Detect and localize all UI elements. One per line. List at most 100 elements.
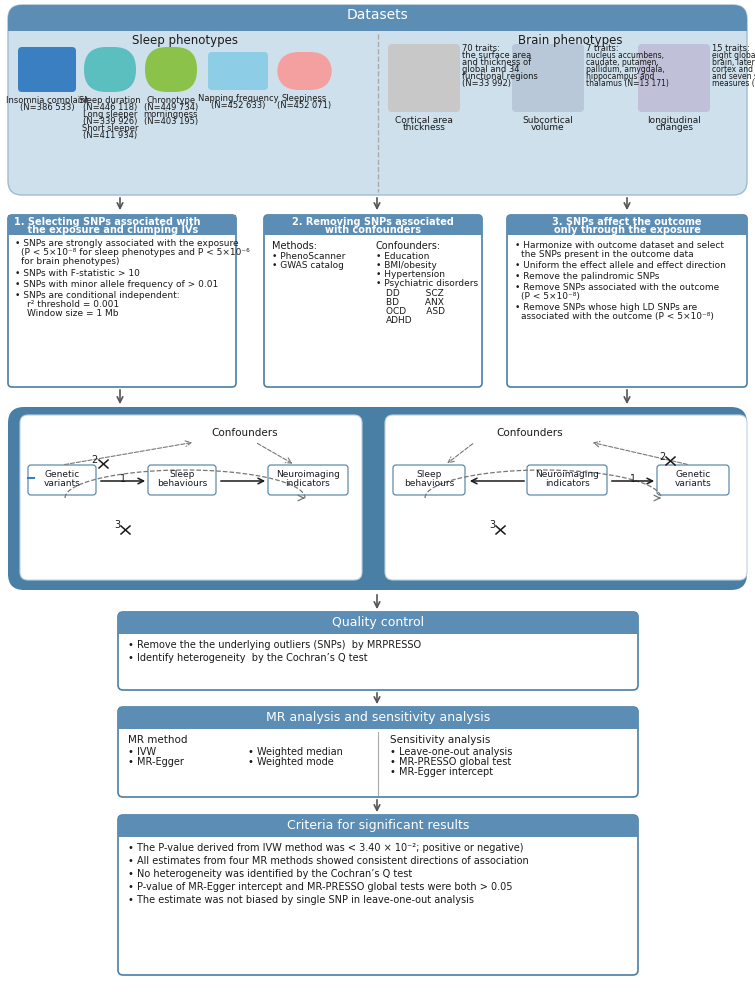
Text: • Remove SNPs whose high LD SNPs are: • Remove SNPs whose high LD SNPs are [515,303,698,312]
Bar [118,827,638,837]
Text: associated with the outcome (P < 5×10⁻⁸): associated with the outcome (P < 5×10⁻⁸) [521,312,714,321]
Text: (P < 5×10⁻⁸ for sleep phenotypes and P < 5×10⁻⁶: (P < 5×10⁻⁸ for sleep phenotypes and P <… [21,248,250,257]
Text: (N=452 633): (N=452 633) [211,101,265,110]
Text: • SNPs with F-statistic > 10: • SNPs with F-statistic > 10 [15,269,140,278]
FancyBboxPatch shape [28,465,96,495]
Text: (N=386 533): (N=386 533) [20,103,74,112]
Text: Long sleeper: Long sleeper [83,110,137,119]
Text: Datasets: Datasets [346,8,408,22]
FancyBboxPatch shape [118,815,638,975]
Text: Genetic: Genetic [45,470,79,479]
Text: cortex and cerebellum): cortex and cerebellum) [712,65,755,74]
Text: Cortical area: Cortical area [395,116,453,125]
Text: • The estimate was not biased by single SNP in leave-one-out analysis: • The estimate was not biased by single … [128,895,474,905]
Text: and seven subcortical: and seven subcortical [712,72,755,81]
FancyBboxPatch shape [8,5,747,31]
FancyBboxPatch shape [118,707,638,797]
FancyBboxPatch shape [145,47,197,92]
Text: • No heterogeneity was identified by the Cochran’s Q test: • No heterogeneity was identified by the… [128,869,412,879]
Text: (N=339 926): (N=339 926) [83,117,137,126]
Text: • Weighted mode: • Weighted mode [248,757,334,767]
Text: • PhenoScanner: • PhenoScanner [272,252,345,261]
Text: • GWAS catalog: • GWAS catalog [272,261,344,270]
FancyBboxPatch shape [512,44,584,112]
Text: 1: 1 [120,474,126,484]
FancyBboxPatch shape [208,52,268,90]
FancyBboxPatch shape [264,215,482,387]
Text: • MR-Egger intercept: • MR-Egger intercept [390,767,493,777]
Text: • Remove SNPs associated with the outcome: • Remove SNPs associated with the outcom… [515,283,720,292]
Text: Quality control: Quality control [332,616,424,629]
Text: 70 traits:: 70 traits: [462,44,500,53]
Text: with confounders: with confounders [325,225,421,235]
Text: changes: changes [655,123,693,132]
Text: • Remove the palindromic SNPs: • Remove the palindromic SNPs [515,272,659,281]
Bar [8,18,747,31]
Text: behaviours: behaviours [404,479,454,488]
Text: behaviours: behaviours [157,479,207,488]
Text: Napping frequency: Napping frequency [198,94,279,103]
Text: (N=446 118): (N=446 118) [83,103,137,112]
FancyBboxPatch shape [385,415,747,580]
Text: caudate, putamen,: caudate, putamen, [586,58,659,67]
Text: (N=449 734): (N=449 734) [144,103,198,112]
Text: Sleep phenotypes: Sleep phenotypes [132,34,238,47]
Text: 2: 2 [92,455,98,465]
FancyBboxPatch shape [8,5,747,195]
FancyBboxPatch shape [118,707,638,729]
FancyBboxPatch shape [118,612,638,634]
Text: Sleep: Sleep [169,470,195,479]
Text: • MR-Egger: • MR-Egger [128,757,184,767]
Text: 3: 3 [114,520,120,530]
FancyBboxPatch shape [277,52,332,90]
Text: 15 traits:: 15 traits: [712,44,750,53]
FancyBboxPatch shape [527,465,607,495]
Bar [8,215,236,235]
Text: r² threshold = 0.001: r² threshold = 0.001 [27,300,119,309]
Bar [118,719,638,729]
Text: brain, lateral ventricle,: brain, lateral ventricle, [712,58,755,67]
Text: Confounders: Confounders [497,428,563,438]
FancyBboxPatch shape [8,215,236,387]
Text: (N=452 071): (N=452 071) [277,101,331,110]
Text: Sleep duration: Sleep duration [79,96,141,105]
Text: • SNPs are strongly associated with the exposure: • SNPs are strongly associated with the … [15,239,239,248]
Text: Chronotype: Chronotype [146,96,196,105]
Text: for brain phenotypes): for brain phenotypes) [21,257,119,266]
FancyBboxPatch shape [264,215,482,235]
Text: Window size = 1 Mb: Window size = 1 Mb [27,309,119,318]
FancyBboxPatch shape [148,465,216,495]
Text: Sensitivity analysis: Sensitivity analysis [390,735,491,745]
Text: • All estimates from four MR methods showed consistent directions of association: • All estimates from four MR methods sho… [128,856,528,866]
Text: 3. SNPs affect the outcome: 3. SNPs affect the outcome [552,217,701,227]
Text: the exposure and clumping IVs: the exposure and clumping IVs [14,225,199,235]
Text: variants: variants [675,479,711,488]
FancyBboxPatch shape [84,47,136,92]
Text: (N=411 934): (N=411 934) [83,131,137,140]
FancyBboxPatch shape [8,407,747,590]
Text: longitudinal: longitudinal [647,116,701,125]
Text: 3: 3 [489,520,495,530]
Text: (P < 5×10⁻⁸): (P < 5×10⁻⁸) [521,292,580,301]
Text: Confounders: Confounders [211,428,279,438]
Text: global and 34: global and 34 [462,65,519,74]
Text: • SNPs are conditional independent:: • SNPs are conditional independent: [15,291,180,300]
Text: ADHD: ADHD [386,316,413,325]
Text: (N=403 195): (N=403 195) [144,117,198,126]
Text: 1. Selecting SNPs associated with: 1. Selecting SNPs associated with [14,217,201,227]
Text: Confounders:: Confounders: [376,241,441,251]
Text: indicators: indicators [544,479,590,488]
Text: functional regions: functional regions [462,72,538,81]
FancyBboxPatch shape [268,465,348,495]
Text: hippocampus and: hippocampus and [586,72,655,81]
Text: and thickness of: and thickness of [462,58,531,67]
Text: the SNPs present in the outcome data: the SNPs present in the outcome data [521,250,694,259]
Text: variants: variants [44,479,80,488]
FancyBboxPatch shape [118,815,638,837]
Text: • Uniform the effect allele and effect direction: • Uniform the effect allele and effect d… [515,261,726,270]
Text: 2: 2 [659,452,665,462]
FancyBboxPatch shape [507,215,747,387]
Text: • SNPs with minor allele frequency of > 0.01: • SNPs with minor allele frequency of > … [15,280,218,289]
Text: measures (N=15 100): measures (N=15 100) [712,79,755,88]
Text: eight global (total: eight global (total [712,51,755,60]
